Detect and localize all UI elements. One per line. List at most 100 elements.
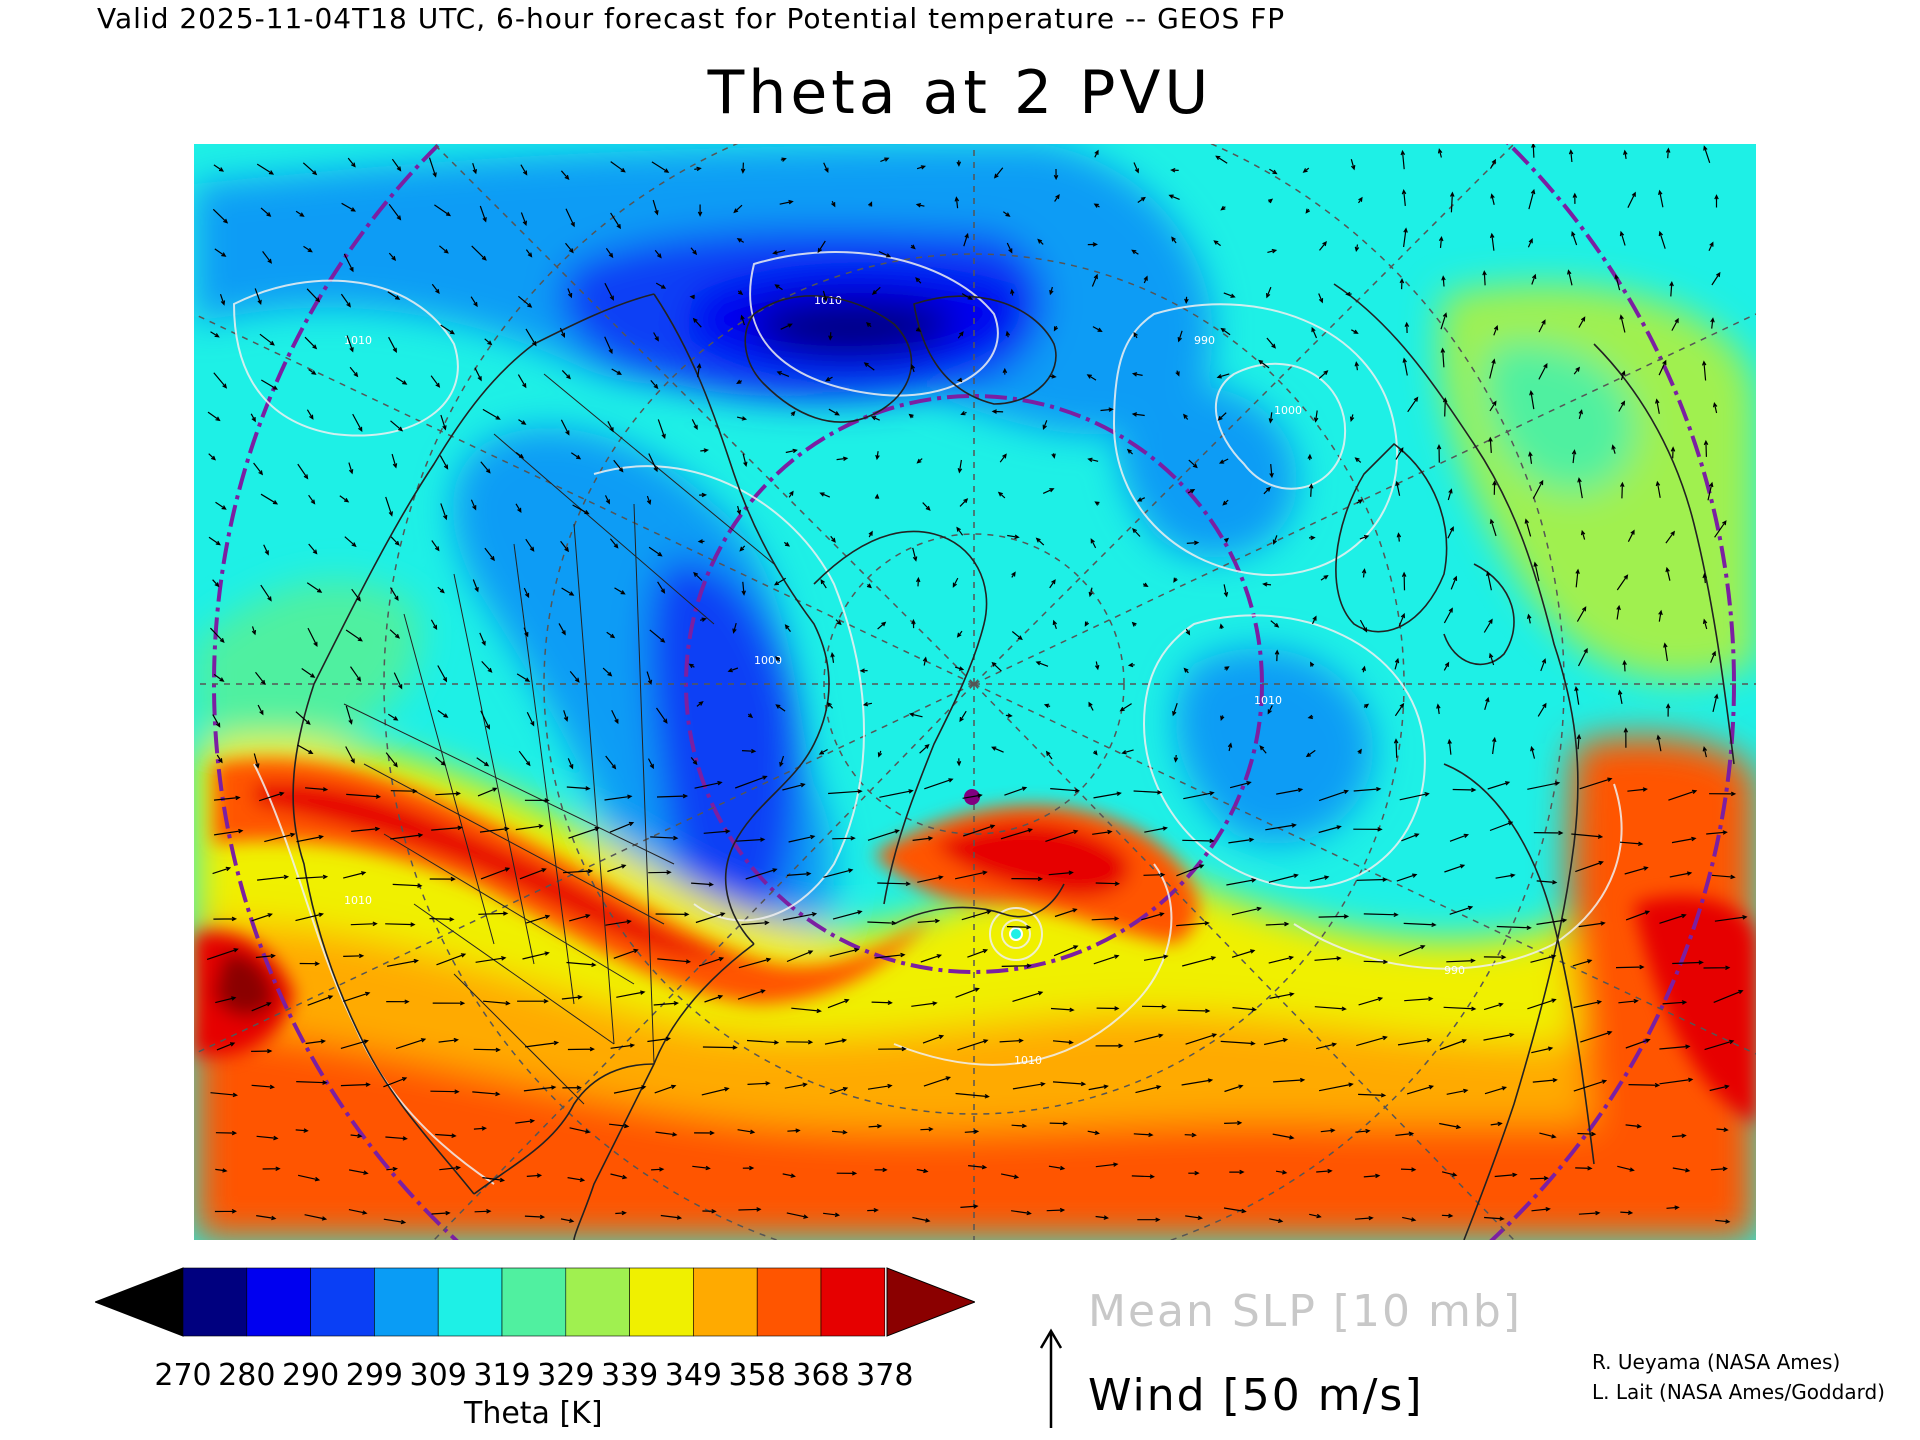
wind-vector: [1398, 612, 1405, 627]
wind-vector: [1183, 791, 1215, 800]
wind-vector: [691, 882, 714, 887]
wind-vector: [1319, 241, 1327, 251]
wind-vector: [916, 165, 927, 170]
wind-vector: [1011, 631, 1023, 641]
wind-vector: [1619, 481, 1625, 499]
wind-vector: [1483, 954, 1507, 960]
wind-vector: [1571, 833, 1604, 839]
wind-vector: [214, 248, 227, 257]
wind-vector: [1625, 910, 1651, 921]
wind-vector: [859, 668, 868, 673]
wind-vector: [1263, 486, 1271, 495]
credit-line-1: R. Ueyama (NASA Ames): [1592, 1350, 1841, 1374]
wind-vector: [1446, 958, 1476, 964]
wind-vector: [1185, 1215, 1203, 1220]
wind-vector: [1665, 566, 1671, 581]
wind-vector: [1490, 1121, 1503, 1127]
wind-vector: [1614, 274, 1621, 291]
wind-vector: [385, 752, 398, 768]
wind-vector: [214, 1209, 237, 1214]
colorbar-tick-label: 358: [728, 1358, 786, 1393]
wind-vector: [1006, 242, 1013, 254]
wind-vector: [1659, 913, 1687, 924]
wind-vector: [1314, 1006, 1347, 1012]
wind-vector: [388, 252, 397, 261]
wind-vector: [1216, 373, 1230, 379]
wind-vector: [1226, 878, 1257, 886]
wind-vector: [1568, 149, 1574, 163]
wind-vector: [562, 1085, 582, 1090]
wind-vector: [296, 834, 324, 843]
wind-vector: [788, 490, 794, 498]
wind-vector: [1401, 833, 1420, 842]
wind-vector: [260, 493, 279, 505]
wind-vector: [1215, 155, 1228, 164]
wind-vector: [1222, 499, 1229, 506]
wind-vector: [470, 499, 477, 511]
state-borders: [343, 373, 775, 1105]
wind-vector: [1011, 1210, 1032, 1216]
wind-vector: [1007, 534, 1020, 540]
wind-vector: [746, 1039, 780, 1045]
wind-vector: [915, 203, 925, 208]
wind-vector: [957, 1039, 989, 1051]
wind-vector: [1714, 520, 1727, 538]
wind-vector: [830, 535, 836, 543]
wind-vector: [560, 1218, 575, 1223]
wind-vector: [1714, 915, 1748, 922]
wind-vector: [1095, 881, 1120, 886]
wind-vector: [1219, 623, 1224, 630]
colorbar-tick-label: 309: [409, 1358, 467, 1393]
wind-vector: [1131, 372, 1143, 377]
wind-vector: [954, 666, 965, 671]
wind-vector: [438, 1037, 459, 1043]
wind-vector: [1394, 657, 1400, 670]
wind-vector: [1403, 227, 1408, 248]
wind-vector: [1616, 604, 1621, 620]
wind-vector: [388, 336, 397, 354]
wind-vector: [1567, 269, 1573, 286]
wind-vector: [351, 588, 361, 602]
wind-vector: [350, 666, 362, 682]
wind-vector: [1659, 1077, 1694, 1085]
wind-vector: [480, 710, 490, 730]
wind-vector: [264, 832, 296, 843]
wind-vector: [828, 408, 840, 416]
wind-vector: [602, 667, 613, 677]
wind-vector: [775, 656, 781, 662]
wind-vector: [1143, 275, 1148, 284]
wind-vector: [437, 710, 449, 718]
wind-vector: [304, 336, 318, 350]
wind-vector: [991, 661, 1002, 672]
wind-vector: [253, 462, 264, 476]
wind-vector: [1141, 912, 1165, 921]
wind-vector: [206, 948, 239, 960]
wind-vector: [1050, 1007, 1075, 1013]
wind-vector: [299, 961, 320, 966]
wind-vector: [1671, 836, 1697, 844]
wind-vector: [251, 1048, 273, 1054]
wind-vector: [341, 202, 357, 212]
wind-vector: [1037, 238, 1044, 245]
wind-vector: [1053, 168, 1059, 181]
wind-vector: [1449, 191, 1455, 213]
wind-vector: [383, 1218, 407, 1225]
wind-vector: [1396, 873, 1418, 882]
wind-vector: [1224, 1084, 1244, 1093]
wind-vector: [215, 996, 237, 1004]
wind-vector: [1611, 444, 1616, 454]
wind-vector: [791, 1007, 822, 1014]
credit-line-2: L. Lait (NASA Ames/Goddard): [1592, 1380, 1885, 1404]
wind-vector: [1268, 412, 1274, 424]
wind-vector: [611, 710, 619, 725]
wind-vector: [611, 368, 622, 375]
wind-vector: [911, 618, 916, 629]
wind-vector: [340, 293, 351, 308]
wind-vector: [1620, 370, 1626, 381]
wind-vector: [1658, 609, 1663, 622]
wind-vector: [1272, 1133, 1295, 1140]
wind-vector: [1355, 1215, 1374, 1221]
wind-vector: [1628, 1082, 1661, 1088]
wind-vector: [345, 746, 355, 764]
wind-vector: [960, 1204, 979, 1209]
